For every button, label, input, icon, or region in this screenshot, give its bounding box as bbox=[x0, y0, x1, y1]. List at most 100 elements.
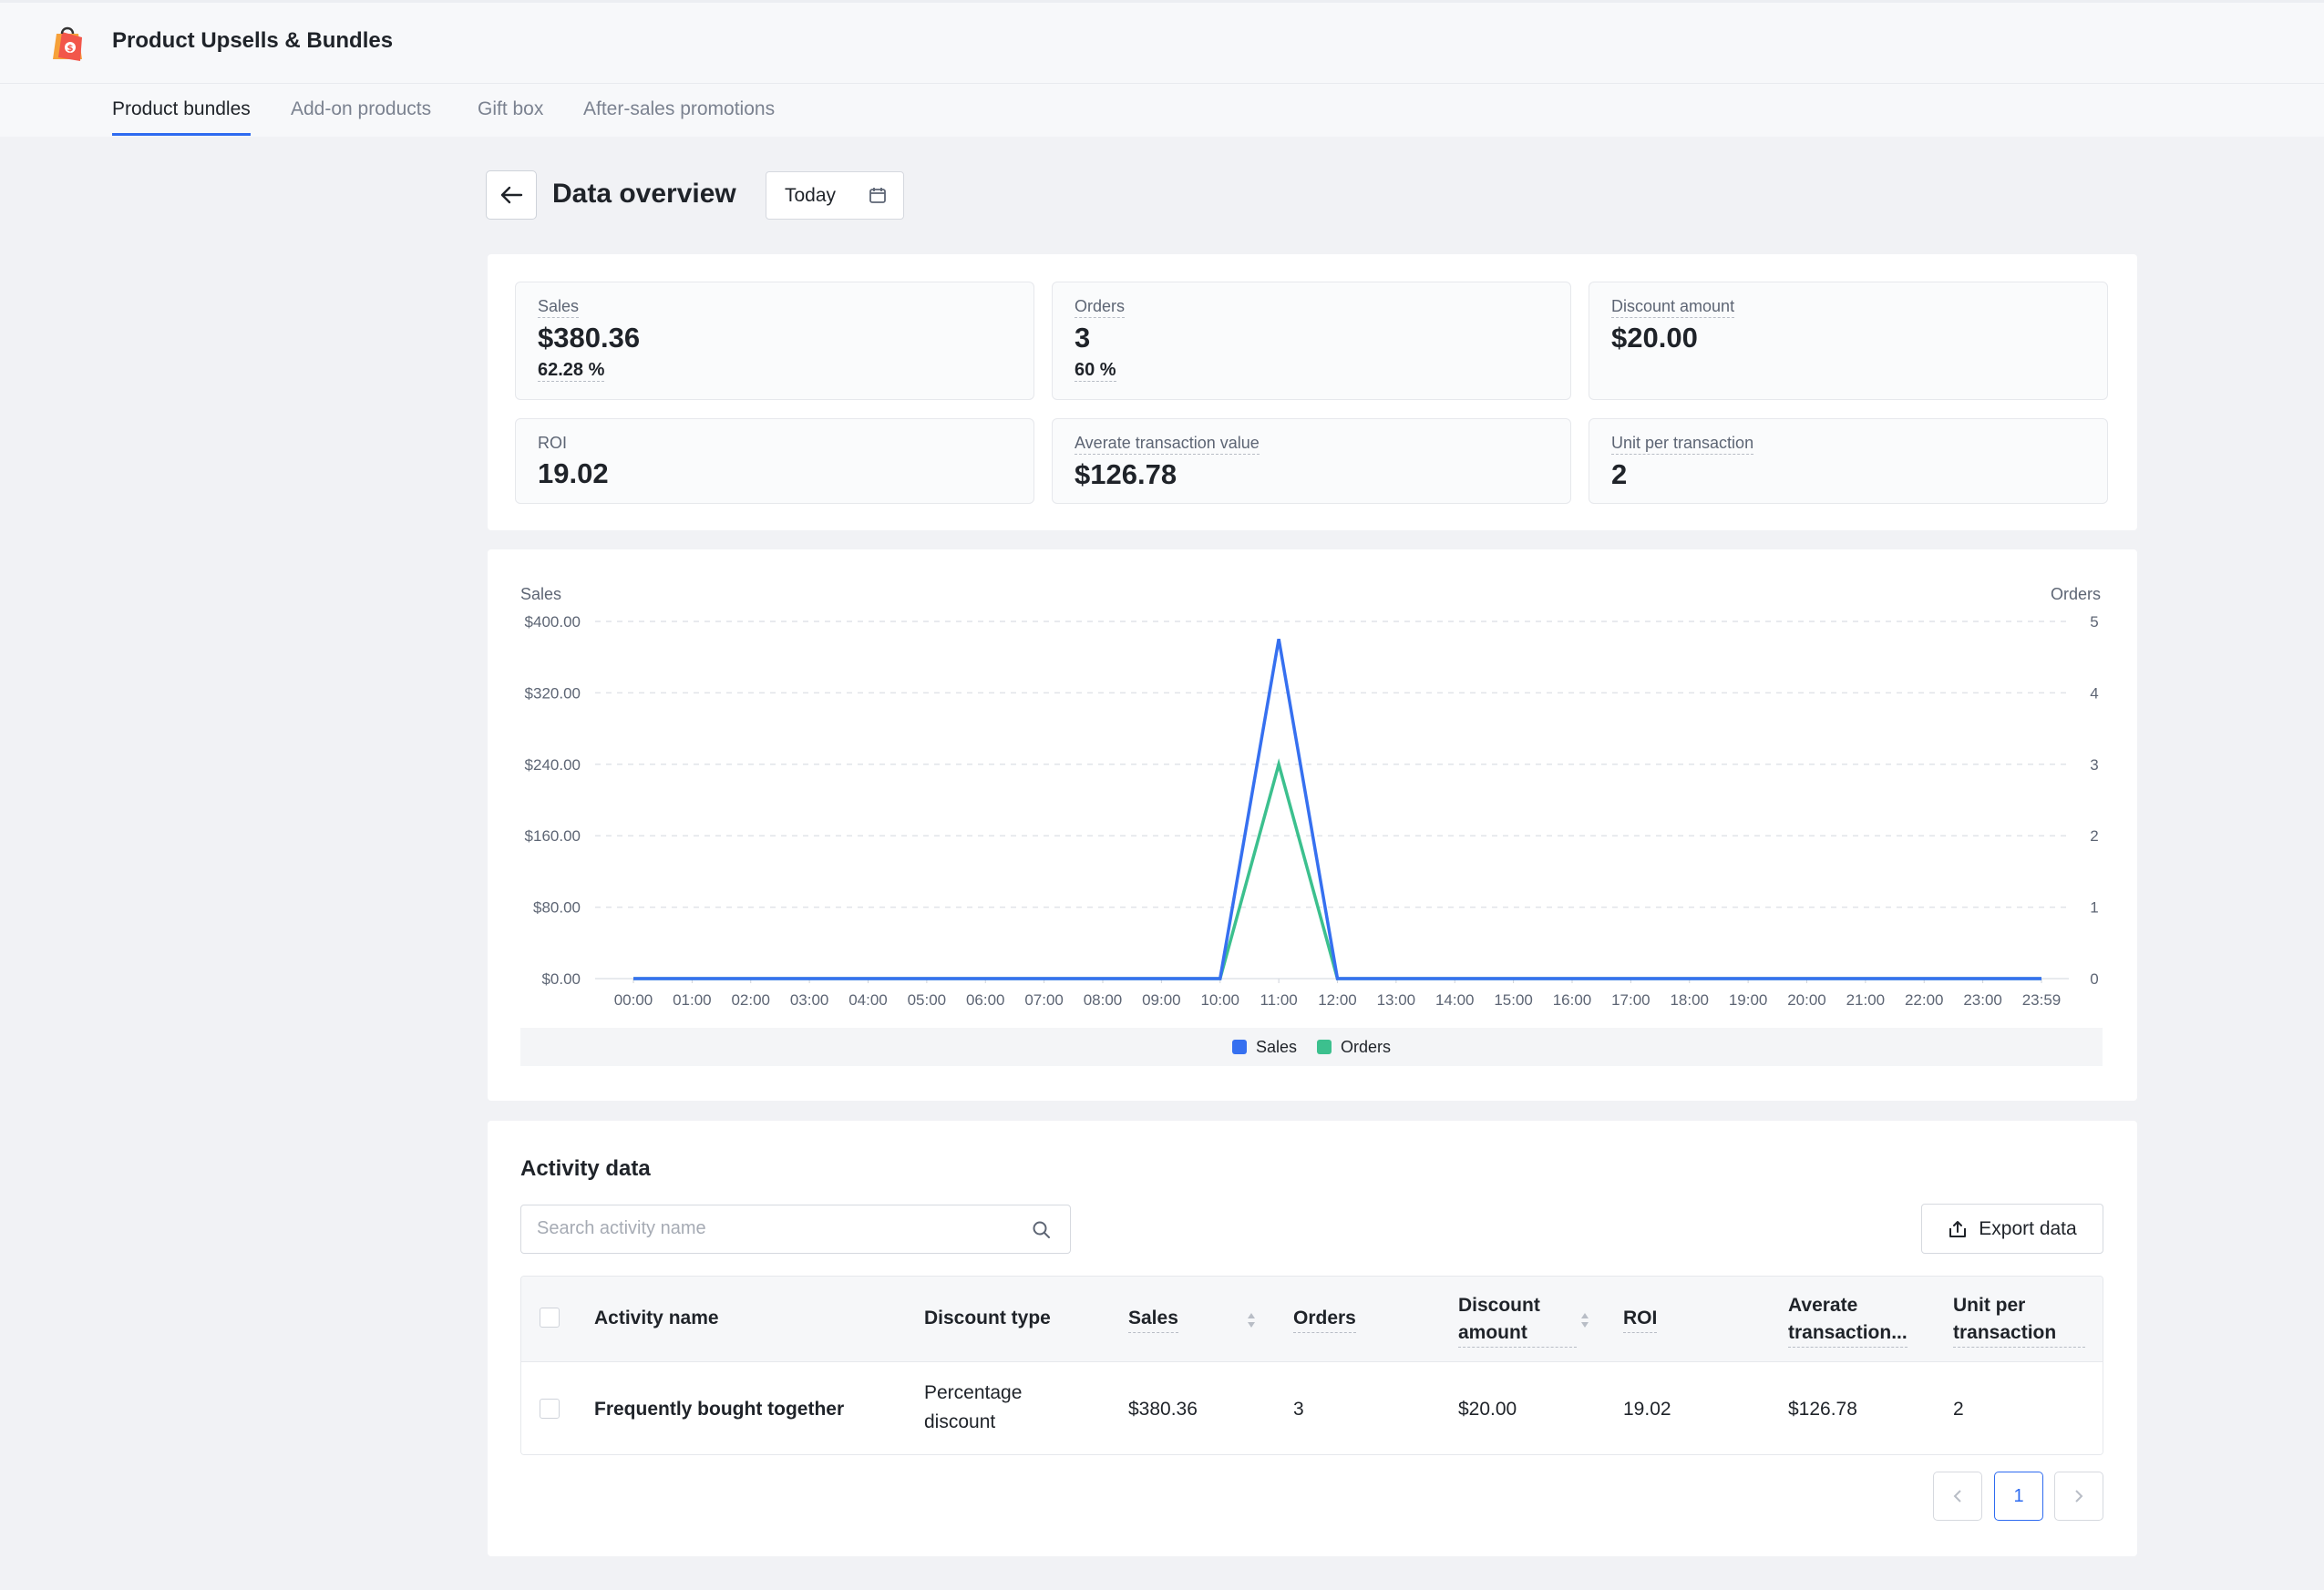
app-title: Product Upsells & Bundles bbox=[112, 28, 394, 53]
x-tick-label: 08:00 bbox=[1084, 991, 1123, 1009]
tab-after-sales-promotions[interactable]: After-sales promotions bbox=[583, 98, 776, 119]
back-button[interactable] bbox=[486, 170, 537, 220]
x-tick-label: 21:00 bbox=[1846, 991, 1886, 1009]
search-input[interactable] bbox=[521, 1205, 1013, 1251]
left-tick-label: $160.00 bbox=[525, 827, 581, 845]
metrics-panel: Sales $380.36 62.28 % Orders 3 60 % Disc… bbox=[488, 254, 2137, 530]
metric-percentage: 62.28 % bbox=[538, 360, 605, 382]
search-field bbox=[520, 1205, 1071, 1254]
column-header-discount-type: Discount type bbox=[924, 1308, 1051, 1328]
x-tick-label: 23:00 bbox=[1963, 991, 2002, 1009]
select-all-checkbox[interactable] bbox=[540, 1308, 560, 1328]
x-tick-label: 03:00 bbox=[790, 991, 829, 1009]
cell-orders: 3 bbox=[1293, 1399, 1304, 1420]
column-header-upt-line1: Unit per bbox=[1953, 1295, 2026, 1316]
next-page-button[interactable] bbox=[2054, 1472, 2103, 1521]
svg-text:$: $ bbox=[67, 44, 74, 54]
column-header-discount-amount-line1[interactable]: Discount bbox=[1458, 1295, 1540, 1316]
series-line-orders bbox=[633, 758, 2041, 980]
metric-card-discount-amount: Discount amount $20.00 bbox=[1589, 282, 2108, 400]
export-data-button[interactable]: Export data bbox=[1921, 1204, 2103, 1254]
legend-item-orders[interactable]: Orders bbox=[1317, 1038, 1391, 1057]
left-tick-label: $240.00 bbox=[525, 756, 581, 774]
shopping-bag-dollar-icon: $ bbox=[53, 26, 82, 61]
search-icon[interactable] bbox=[1032, 1220, 1052, 1240]
column-header-sales[interactable]: Sales bbox=[1128, 1304, 1178, 1333]
tab-add-on-products[interactable]: Add-on products bbox=[291, 98, 432, 119]
x-tick-label: 14:00 bbox=[1435, 991, 1475, 1009]
x-tick-label: 20:00 bbox=[1787, 991, 1826, 1009]
x-tick-label: 16:00 bbox=[1553, 991, 1592, 1009]
cell-upt: 2 bbox=[1953, 1399, 1964, 1420]
x-tick-label: 22:00 bbox=[1905, 991, 1944, 1009]
x-tick-label: 09:00 bbox=[1142, 991, 1181, 1009]
date-range-value: Today bbox=[785, 184, 837, 206]
left-tick-label: $0.00 bbox=[541, 970, 581, 988]
column-header-atv-line1: Averate bbox=[1788, 1295, 1858, 1316]
left-tick-label: $400.00 bbox=[525, 613, 581, 631]
left-axis-title: Sales bbox=[520, 585, 562, 603]
x-tick-label: 04:00 bbox=[848, 991, 888, 1009]
cell-discount-type-line1: Percentage bbox=[924, 1382, 1023, 1403]
metric-card-unit-per-transaction: Unit per transaction 2 bbox=[1589, 418, 2108, 504]
series-line-sales bbox=[633, 638, 2041, 980]
table-row[interactable]: Frequently bought together Percentage di… bbox=[521, 1362, 2103, 1454]
right-tick-label: 5 bbox=[2090, 613, 2098, 631]
cell-sales: $380.36 bbox=[1128, 1399, 1198, 1420]
metric-value: 19.02 bbox=[538, 457, 609, 489]
metric-value: 3 bbox=[1075, 322, 1091, 354]
metric-label: Unit per transaction bbox=[1611, 434, 1754, 455]
right-tick-label: 3 bbox=[2090, 756, 2098, 774]
right-tick-label: 1 bbox=[2090, 899, 2098, 917]
metric-value: $20.00 bbox=[1611, 322, 1698, 354]
x-tick-label: 19:00 bbox=[1729, 991, 1768, 1009]
legend-swatch bbox=[1317, 1040, 1332, 1054]
page-title: Data overview bbox=[552, 179, 736, 209]
page-button-current[interactable]: 1 bbox=[1994, 1472, 2043, 1521]
sales-orders-line-chart: $400.00 5 $320.00 4 $240.00 3 $160.00 2 $80.00 1 $… bbox=[525, 613, 2099, 1009]
legend-label: Sales bbox=[1255, 1037, 1297, 1056]
x-tick-label: 06:00 bbox=[966, 991, 1005, 1009]
legend-item-sales[interactable]: Sales bbox=[1231, 1037, 1297, 1057]
table-header: Activity name Discount type Sales Orders… bbox=[521, 1277, 2103, 1362]
x-tick-label: 02:00 bbox=[731, 991, 770, 1009]
left-tick-label: $320.00 bbox=[525, 684, 581, 702]
right-tick-label: 2 bbox=[2090, 827, 2098, 845]
right-tick-label: 0 bbox=[2090, 970, 2098, 988]
activity-table: Activity name Discount type Sales Orders… bbox=[520, 1276, 2103, 1455]
row-checkbox[interactable] bbox=[540, 1399, 560, 1419]
date-range-picker[interactable]: Today bbox=[766, 171, 904, 220]
x-tick-label: 01:00 bbox=[673, 991, 712, 1009]
sort-icon[interactable] bbox=[1246, 1310, 1257, 1330]
cell-discount-type-line2: discount bbox=[924, 1411, 996, 1432]
x-tick-label: 07:00 bbox=[1024, 991, 1064, 1009]
previous-page-button[interactable] bbox=[1933, 1472, 1982, 1521]
cell-discount-amount: $20.00 bbox=[1458, 1399, 1517, 1420]
column-header-activity-name: Activity name bbox=[594, 1308, 719, 1328]
export-label: Export data bbox=[1979, 1217, 2077, 1239]
metric-card-orders: Orders 3 60 % bbox=[1052, 282, 1571, 400]
metric-value: 2 bbox=[1611, 458, 1628, 490]
column-header-discount-amount-line2[interactable]: amount bbox=[1458, 1318, 1577, 1348]
tab-gift-box[interactable]: Gift box bbox=[478, 98, 544, 119]
metric-value: $126.78 bbox=[1075, 458, 1177, 490]
metric-value: $380.36 bbox=[538, 322, 641, 354]
metric-percentage: 60 % bbox=[1075, 360, 1116, 382]
export-icon bbox=[1949, 1220, 1967, 1237]
column-header-upt-line2: transaction bbox=[1953, 1318, 2085, 1348]
metric-label: Averate transaction value bbox=[1075, 434, 1260, 455]
x-tick-label: 11:00 bbox=[1260, 991, 1297, 1009]
column-header-atv-line2: transaction... bbox=[1788, 1318, 1908, 1348]
metric-card-average-transaction-value: Averate transaction value $126.78 bbox=[1052, 418, 1571, 504]
sort-icon[interactable] bbox=[1579, 1310, 1590, 1330]
right-axis-title: Orders bbox=[2051, 585, 2102, 603]
column-header-orders: Orders bbox=[1293, 1304, 1356, 1333]
chevron-right-icon bbox=[2075, 1490, 2083, 1503]
cell-activity-name: Frequently bought together bbox=[594, 1399, 845, 1420]
metric-label: Orders bbox=[1075, 297, 1126, 318]
x-tick-label: 12:00 bbox=[1318, 991, 1357, 1009]
metric-card-sales: Sales $380.36 62.28 % bbox=[515, 282, 1034, 400]
tab-product-bundles[interactable]: Product bundles bbox=[112, 98, 251, 136]
calendar-icon bbox=[869, 188, 886, 203]
x-tick-label: 10:00 bbox=[1200, 991, 1239, 1009]
